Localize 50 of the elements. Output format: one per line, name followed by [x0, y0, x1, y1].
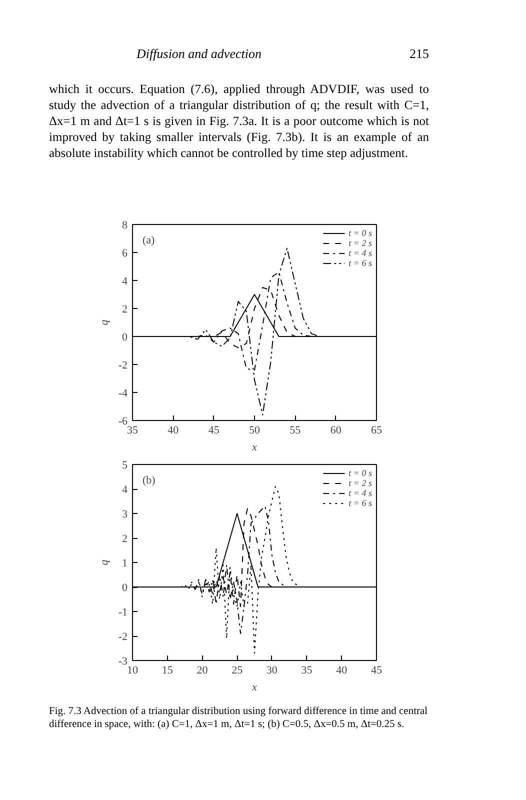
legend-label: t = 2 s	[348, 478, 372, 488]
y-tick-label: -2	[118, 360, 128, 372]
x-tick-label: 60	[330, 424, 342, 436]
legend-label: t = 4 s	[348, 248, 372, 258]
legend-label: t = 4 s	[348, 488, 372, 498]
text: which it occurs. Equation (7.6), applied through ADVDIF, was used to study the advection of a triangular distribution of q; the result with C=1, Δx=1 m and Δt=1 s is given in Fig. 7.3a. It is a poor outcome which is not improved by taking smaller intervals (Fig. 7.3b). It is an example of an absolute instability which cannot be controlled by time step adjustment.	[49, 81, 429, 161]
x-tick-label: 45	[371, 664, 382, 676]
x-tick-label: 45	[208, 424, 220, 436]
text: 215	[410, 45, 429, 63]
x-tick-label: 25	[232, 664, 244, 676]
x-axis-title: x	[251, 442, 258, 454]
legend-label: t = 6 s	[348, 258, 372, 268]
y-axis-title: q	[98, 319, 110, 326]
y-tick-label: 0	[122, 332, 128, 344]
x-tick-label: 35	[301, 664, 313, 676]
x-tick-label: 15	[162, 664, 174, 676]
y-tick-label: 2	[122, 304, 128, 316]
legend-label: t = 0 s	[348, 468, 372, 478]
y-tick-label: 5	[122, 460, 128, 472]
x-tick-label: 30	[266, 664, 278, 676]
y-tick-label: 4	[122, 484, 128, 496]
x-tick-label: 40	[336, 664, 348, 676]
y-tick-label: -6	[118, 416, 128, 428]
y-tick-label: 3	[122, 508, 128, 520]
y-tick-label: -1	[118, 606, 128, 618]
y-tick-label: -4	[118, 388, 128, 400]
x-tick-label: 40	[168, 424, 180, 436]
legend-label: t = 6 s	[348, 498, 372, 508]
y-axis-title: q	[98, 559, 110, 566]
y-tick-label: 2	[122, 533, 128, 545]
annotation: (b)	[142, 474, 156, 486]
x-axis-title: x	[251, 682, 258, 694]
y-tick-label: -2	[118, 631, 128, 643]
caption: Fig. 7.3 Advection of a triangular distribution using forward difference in time and central difference in space, with: (a) C=1, Δx=1 m, Δt=1 s; (b) C=0.5, Δx=0.5 m, Δt=0.25 s.	[49, 705, 429, 731]
x-tick-label: 50	[249, 424, 260, 436]
y-tick-label: 0	[122, 582, 128, 594]
x-tick-label: 20	[196, 664, 208, 676]
x-tick-label: 65	[371, 424, 382, 436]
chart-title: Diffusion and advection	[135, 45, 262, 63]
x-tick-label: 35	[127, 424, 138, 436]
y-tick-label: 4	[122, 276, 128, 288]
y-tick-label: -3	[118, 656, 128, 668]
y-tick-label: 1	[122, 558, 128, 570]
x-tick-label: 55	[290, 424, 302, 436]
y-tick-label: 6	[122, 248, 128, 260]
y-tick-label: 8	[122, 220, 128, 232]
legend-label: t = 2 s	[348, 238, 372, 248]
annotation: (a)	[142, 234, 156, 246]
legend-label: t = 0 s	[348, 228, 372, 238]
x-tick-label: 10	[127, 664, 138, 676]
